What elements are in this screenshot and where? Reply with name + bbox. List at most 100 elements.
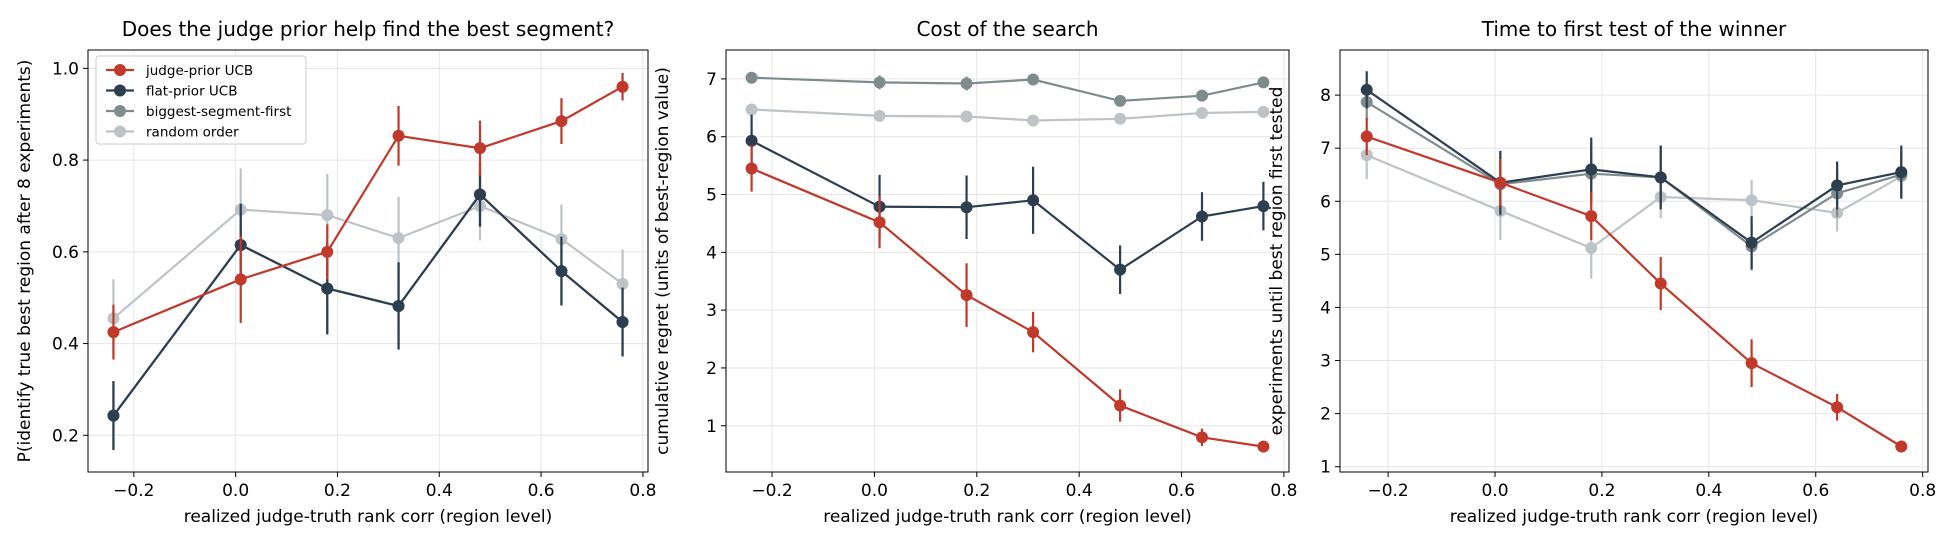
data-point xyxy=(1895,440,1908,453)
legend: judge-prior UCB flat-prior UCB biggest-seg… xyxy=(95,55,307,145)
x-tick-label: 0.0 xyxy=(861,481,888,501)
legend-label: biggest-segment-first xyxy=(146,104,291,120)
data-point xyxy=(555,115,568,128)
x-axis-label: realized judge-truth rank corr (region l… xyxy=(1450,507,1819,527)
series-judge-prior-UCB xyxy=(107,72,629,360)
plot-frame xyxy=(1339,49,1929,473)
series-judge-prior-UCB xyxy=(745,145,1270,453)
y-tick-label: 7 xyxy=(706,70,717,90)
x-tick-label: 0.2 xyxy=(963,481,990,501)
series-line xyxy=(751,139,1264,272)
data-point xyxy=(1114,263,1127,276)
x-tick-label: 0.2 xyxy=(324,481,351,501)
data-point xyxy=(107,409,120,422)
legend-marker xyxy=(114,64,126,76)
data-point xyxy=(1654,277,1667,290)
data-point xyxy=(1831,401,1844,414)
y-axis-label: experiments until best region first test… xyxy=(1267,87,1287,436)
data-point xyxy=(1745,236,1758,249)
data-point xyxy=(960,77,973,90)
data-point xyxy=(1257,76,1270,89)
data-point xyxy=(873,76,886,89)
data-point xyxy=(392,299,405,312)
data-point xyxy=(616,277,629,290)
series-line xyxy=(751,108,1264,122)
data-point xyxy=(960,110,973,123)
data-point xyxy=(745,103,758,116)
plot-frame xyxy=(87,49,649,473)
y-tick-label: 3 xyxy=(706,301,717,321)
y-tick-label: 3 xyxy=(1320,352,1331,372)
data-point xyxy=(1257,200,1270,213)
data-point xyxy=(873,109,886,122)
x-tick-label: 0.2 xyxy=(1588,481,1615,501)
legend-label: random order xyxy=(146,125,239,141)
data-point xyxy=(1895,166,1908,179)
data-point xyxy=(1027,194,1040,207)
legend-marker xyxy=(114,84,126,97)
chart-title: Cost of the search xyxy=(916,17,1098,41)
plot-frame xyxy=(725,49,1290,473)
y-axis-label: cumulative regret (units of best-region … xyxy=(653,67,673,455)
data-point xyxy=(1360,83,1373,96)
data-point xyxy=(321,282,334,295)
legend-marker xyxy=(114,105,126,117)
x-axis-label: realized judge-truth rank corr (region l… xyxy=(184,507,553,527)
data-point xyxy=(745,134,758,147)
legend-marker xyxy=(114,125,126,138)
data-point xyxy=(1360,130,1373,143)
y-tick-label: 6 xyxy=(1320,192,1331,212)
series-line xyxy=(751,76,1264,103)
legend-label: flat-prior UCB xyxy=(146,84,237,100)
legend-label: judge-prior UCB xyxy=(145,63,253,79)
data-point xyxy=(474,142,486,155)
data-point xyxy=(392,129,405,142)
x-tick-label: −0.2 xyxy=(1367,481,1408,501)
data-point xyxy=(1195,89,1208,102)
y-tick-label: 4 xyxy=(1320,298,1331,318)
data-point xyxy=(1027,73,1040,86)
data-point xyxy=(1585,210,1598,223)
data-point xyxy=(474,188,486,201)
data-point xyxy=(1027,114,1040,127)
chart-title: Time to first test of the winner xyxy=(1481,17,1787,41)
data-point xyxy=(1195,431,1208,444)
data-point xyxy=(321,209,334,222)
data-point xyxy=(960,201,973,214)
y-tick-label: 5 xyxy=(1320,245,1331,265)
data-point xyxy=(234,273,247,286)
y-tick-label: 2 xyxy=(706,359,717,379)
series-flat-prior-UCB xyxy=(107,162,629,450)
x-tick-label: −0.2 xyxy=(113,481,154,501)
y-tick-label: 0.8 xyxy=(52,151,79,171)
data-point xyxy=(1494,176,1507,189)
x-tick-label: 0.6 xyxy=(1802,481,1829,501)
chart-title: Does the judge prior help find the best … xyxy=(122,17,615,41)
data-point xyxy=(1257,105,1270,118)
chart-panel-3: −0.2 0.0 0.2 0.4 0.6 0.8 1 2 3 4 5 6 7 8 Time to first… xyxy=(1267,17,1936,527)
series-biggest-segment-first xyxy=(745,71,1270,107)
data-point xyxy=(1114,94,1127,107)
data-point xyxy=(616,316,629,329)
y-tick-label: 0.2 xyxy=(52,426,79,446)
data-point xyxy=(1027,326,1040,339)
legend-box xyxy=(95,55,307,145)
data-point xyxy=(392,232,405,245)
y-tick-label: 1.0 xyxy=(52,59,79,79)
series-line xyxy=(751,167,1264,448)
data-point xyxy=(555,265,568,278)
series-flat-prior-UCB xyxy=(1360,71,1908,270)
data-point xyxy=(1745,194,1758,207)
data-point xyxy=(1257,440,1270,453)
series-judge-prior-UCB xyxy=(1360,117,1908,453)
data-point xyxy=(1114,112,1127,125)
x-tick-label: 0.6 xyxy=(528,481,555,501)
x-tick-label: 0.8 xyxy=(1270,481,1297,501)
x-tick-label: 0.0 xyxy=(1481,481,1508,501)
x-axis-label: realized judge-truth rank corr (region l… xyxy=(823,507,1192,527)
series-line xyxy=(1366,88,1902,245)
data-point xyxy=(960,289,973,302)
x-tick-label: 0.8 xyxy=(1909,481,1936,501)
x-tick-label: 0.6 xyxy=(1168,481,1195,501)
